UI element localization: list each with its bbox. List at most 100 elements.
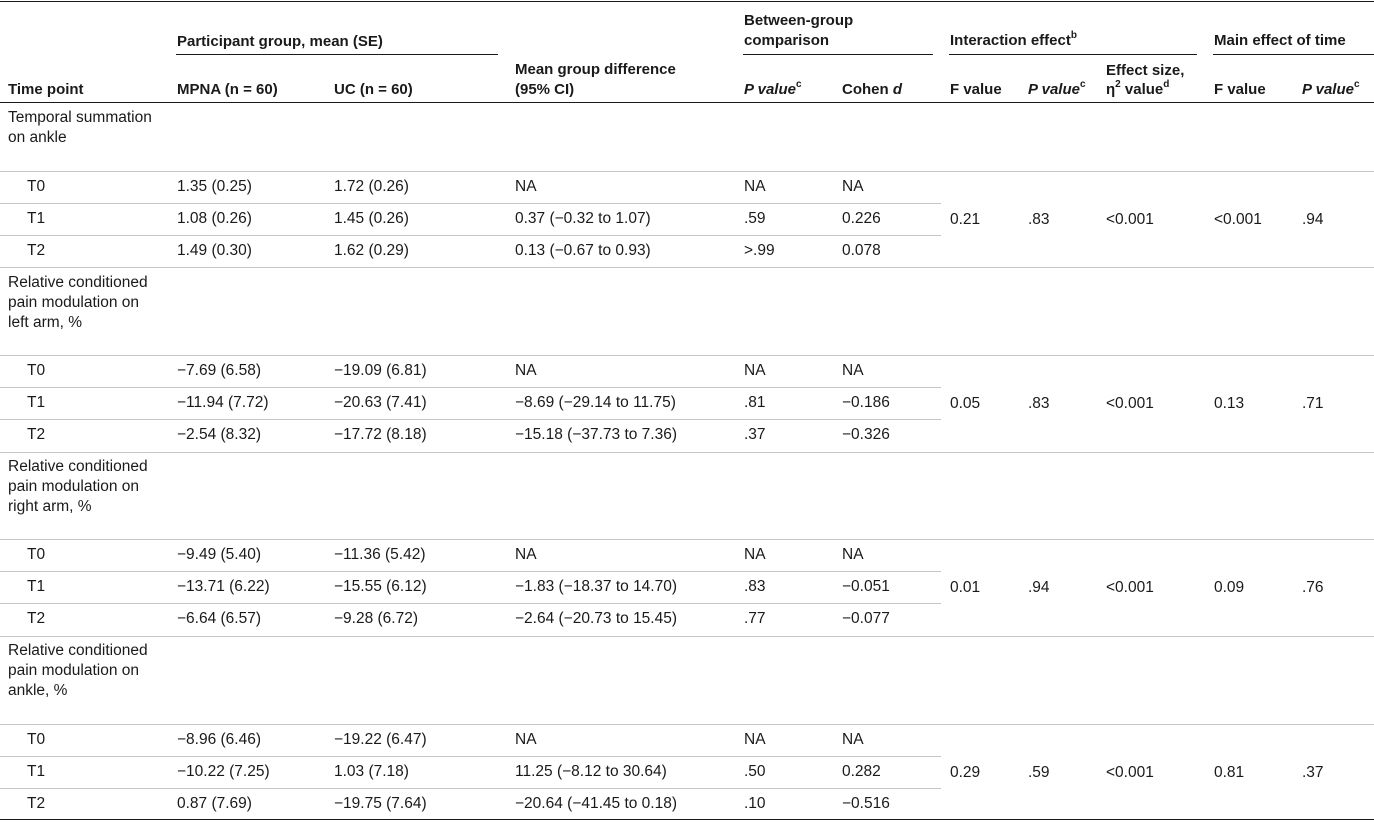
time-point-cell: T1 [27, 578, 46, 595]
table-cell: 1.49 (0.30) [177, 242, 252, 259]
time-point-cell: T1 [27, 763, 46, 780]
row-rule [0, 355, 1374, 356]
table-cell: NA [842, 731, 864, 748]
table-cell: −19.22 (6.47) [334, 731, 427, 748]
stat-cell: 0.13 [1214, 395, 1245, 412]
header-mean-diff-line2: (95% CI) [515, 81, 575, 98]
stat-cell: .76 [1302, 579, 1324, 596]
time-point-cell: T1 [27, 394, 46, 411]
stat-cell: 0.01 [950, 579, 981, 596]
time-point-cell: T2 [27, 426, 46, 443]
row-rule [0, 235, 941, 236]
table-cell: 0.87 (7.69) [177, 795, 252, 812]
group-label: Relative conditioned pain modulation on … [8, 274, 148, 331]
time-point-cell: T0 [27, 362, 46, 379]
table-cell: .83 [744, 578, 766, 595]
row-rule [0, 724, 1374, 725]
table-cell: >.99 [744, 242, 775, 259]
table-cell: −20.63 (7.41) [334, 394, 427, 411]
table-cell: −7.69 (6.58) [177, 362, 262, 379]
table-cell: −19.75 (7.64) [334, 795, 427, 812]
table-cell: NA [744, 546, 766, 563]
time-point-cell: T2 [27, 610, 46, 627]
table-cell: −0.077 [842, 610, 890, 627]
table-cell: .37 [744, 426, 766, 443]
row-rule [0, 171, 1374, 172]
table-cell: 1.45 (0.26) [334, 210, 409, 227]
table-cell: −15.18 (−37.73 to 7.36) [515, 426, 678, 443]
stat-cell: 0.29 [950, 764, 981, 781]
table-cell: −20.64 (−41.45 to 0.18) [515, 795, 678, 812]
table-cell: .59 [744, 210, 766, 227]
table-cell: .81 [744, 394, 766, 411]
stat-cell: <0.001 [1106, 395, 1154, 412]
table-cell: .10 [744, 795, 766, 812]
header-cohen-d: Cohen d [842, 81, 903, 98]
header-mpna: MPNA (n = 60) [177, 81, 278, 98]
table-cell: NA [515, 731, 537, 748]
time-point-cell: T2 [27, 242, 46, 259]
group-label: Temporal summation on ankle [8, 109, 152, 146]
table-cell: 1.08 (0.26) [177, 210, 252, 227]
table-cell: .77 [744, 610, 766, 627]
table-cell: NA [744, 731, 766, 748]
table-cell: −11.94 (7.72) [177, 394, 269, 411]
table-cell: 1.72 (0.26) [334, 178, 409, 195]
table-cell: −15.55 (6.12) [334, 578, 427, 595]
table-cell: 1.62 (0.29) [334, 242, 409, 259]
time-point-cell: T2 [27, 795, 46, 812]
table-cell: 0.282 [842, 763, 881, 780]
table-cell: −19.09 (6.81) [334, 362, 427, 379]
table-cell: 1.35 (0.25) [177, 178, 252, 195]
table-cell: NA [744, 362, 766, 379]
table-cell: NA [842, 546, 864, 563]
group-label: Relative conditioned pain modulation on … [8, 642, 148, 699]
table-cell: −9.28 (6.72) [334, 610, 419, 627]
table-cell: 0.37 (−0.32 to 1.07) [515, 210, 651, 227]
group-rule [0, 452, 1374, 453]
stat-cell: <0.001 [1106, 579, 1154, 596]
table-cell: 0.078 [842, 242, 881, 259]
row-rule [0, 387, 941, 388]
table-cell: −0.326 [842, 426, 890, 443]
group-label: Relative conditioned pain modulation on … [8, 458, 148, 515]
stat-cell: .83 [1028, 211, 1050, 228]
header-mean-diff-line1: Mean group difference [515, 61, 676, 78]
stat-cell: .94 [1302, 211, 1324, 228]
header-bottom-rule [0, 102, 1374, 103]
time-point-cell: T1 [27, 210, 46, 227]
table-bottom-rule [0, 819, 1374, 820]
table-cell: −8.96 (6.46) [177, 731, 262, 748]
table-cell: −6.64 (6.57) [177, 610, 262, 627]
header-main-p-value: P valuec [1302, 79, 1360, 99]
stat-cell: 0.05 [950, 395, 981, 412]
row-rule [0, 788, 941, 789]
table-cell: −11.36 (5.42) [334, 546, 426, 563]
table-cell: 11.25 (−8.12 to 30.64) [515, 763, 667, 780]
header-interaction-p-value: P valuec [1028, 79, 1086, 99]
stat-cell: 0.09 [1214, 579, 1245, 596]
row-rule [0, 603, 941, 604]
header-interaction-f-value: F value [950, 81, 1002, 98]
row-rule [0, 539, 1374, 540]
header-effect-size-line2: η2 valued [1106, 79, 1170, 99]
header-between-p-value: P valuec [744, 79, 802, 99]
spanner-rule-participant [176, 54, 498, 55]
header-between-group-line1: Between-group [744, 12, 854, 29]
table-cell: NA [515, 362, 537, 379]
table-cell: .50 [744, 763, 766, 780]
table-cell: −17.72 (8.18) [334, 426, 427, 443]
table-cell: 1.03 (7.18) [334, 763, 409, 780]
stat-cell: 0.21 [950, 211, 981, 228]
stat-cell: .37 [1302, 764, 1324, 781]
stat-cell: .94 [1028, 579, 1050, 596]
table-cell: −10.22 (7.25) [177, 763, 270, 780]
table-cell: −2.54 (8.32) [177, 426, 262, 443]
table-cell: −13.71 (6.22) [177, 578, 270, 595]
table-cell: NA [842, 178, 864, 195]
table-cell: 0.226 [842, 210, 881, 227]
spanner-rule-interaction [949, 54, 1197, 55]
table-cell: −2.64 (−20.73 to 15.45) [515, 610, 678, 627]
stat-cell: <0.001 [1106, 211, 1154, 228]
